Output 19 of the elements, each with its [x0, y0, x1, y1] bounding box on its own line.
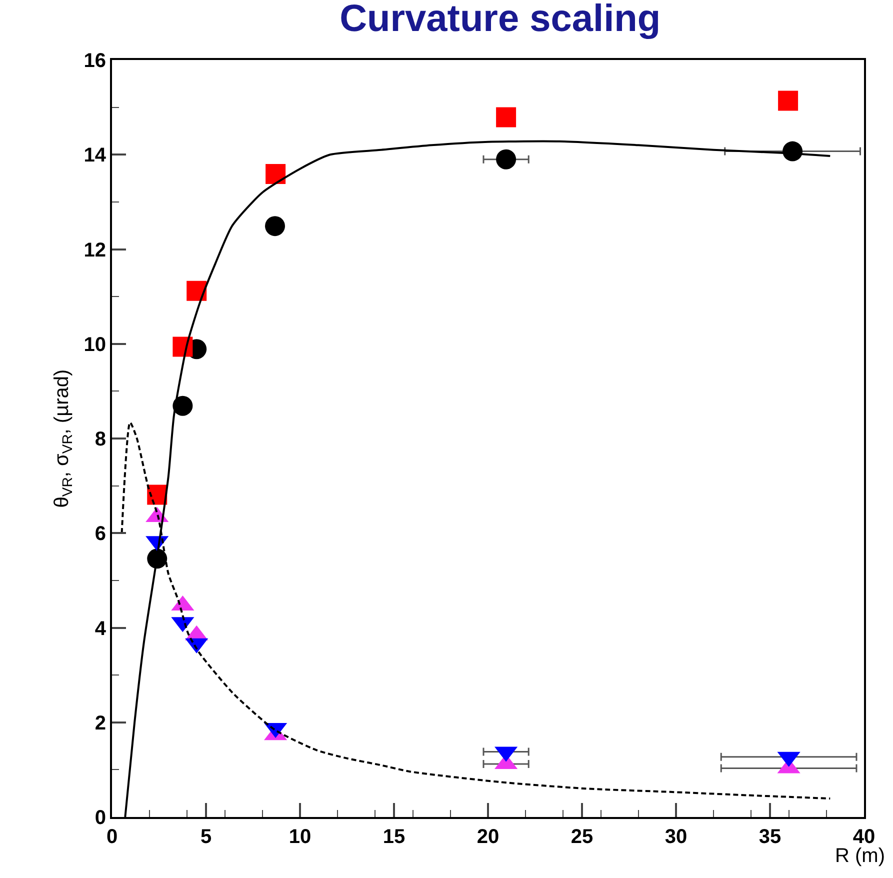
x-axis-title: R (m): [835, 845, 885, 867]
y-tick-label: 16: [84, 50, 106, 72]
y-tick-label: 10: [84, 334, 106, 356]
x-tick-label: 40: [852, 826, 876, 848]
x-tick-label: 25: [570, 826, 594, 848]
y-tick-label: 0: [94, 807, 106, 829]
y-tick-label: 8: [94, 428, 106, 450]
x-tick-label: 5: [200, 826, 212, 848]
x-tick-label: 10: [288, 826, 312, 848]
y-tick-label: 6: [94, 523, 106, 546]
chart-title: Curvature scaling: [340, 0, 661, 40]
x-tick-label: 35: [758, 826, 782, 848]
y-tick-label: 2: [94, 712, 106, 734]
x-tick-label: 15: [382, 826, 406, 848]
x-tick-label: 20: [476, 826, 500, 848]
x-tick-label: 30: [664, 826, 688, 848]
y-tick-label: 4: [94, 618, 107, 640]
y-tick-label: 14: [84, 144, 107, 167]
y-tick-label: 12: [84, 239, 106, 262]
